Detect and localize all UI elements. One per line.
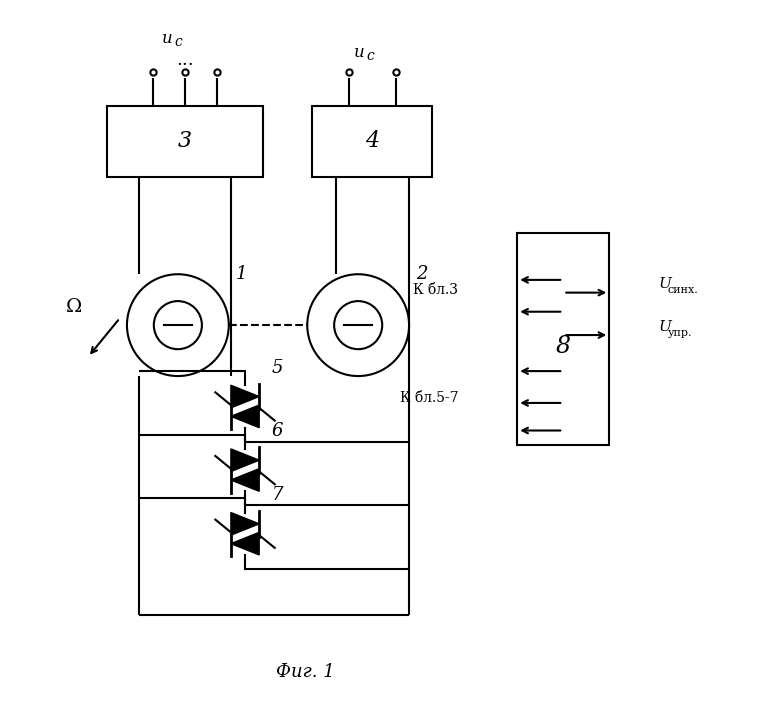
- Text: U: U: [658, 319, 672, 334]
- Polygon shape: [231, 469, 259, 491]
- Text: 3: 3: [178, 131, 192, 152]
- Text: 8: 8: [555, 335, 571, 358]
- Polygon shape: [231, 385, 259, 408]
- Text: К бл.3: К бл.3: [413, 283, 459, 297]
- Text: упр.: упр.: [668, 328, 693, 338]
- Polygon shape: [231, 513, 259, 535]
- Text: с: с: [174, 35, 182, 49]
- Text: 7: 7: [272, 486, 283, 504]
- Text: 4: 4: [365, 131, 379, 152]
- Text: и: и: [162, 30, 172, 48]
- Bar: [517, 233, 609, 446]
- Polygon shape: [231, 532, 259, 555]
- Text: Ω: Ω: [66, 298, 82, 317]
- Text: 1: 1: [236, 265, 247, 283]
- Text: Фиг. 1: Фиг. 1: [276, 663, 335, 681]
- Text: 2: 2: [417, 265, 427, 283]
- Polygon shape: [231, 405, 259, 428]
- Text: U: U: [658, 277, 672, 291]
- Text: 5: 5: [272, 358, 283, 376]
- Text: с: с: [367, 50, 374, 63]
- Text: К бл.5-7: К бл.5-7: [399, 391, 458, 405]
- Bar: [107, 106, 263, 177]
- Bar: [312, 106, 432, 177]
- Text: и: и: [354, 45, 365, 61]
- Polygon shape: [231, 449, 259, 472]
- Text: синх.: синх.: [668, 286, 699, 296]
- Text: ...: ...: [176, 51, 193, 69]
- Text: 6: 6: [272, 423, 283, 441]
